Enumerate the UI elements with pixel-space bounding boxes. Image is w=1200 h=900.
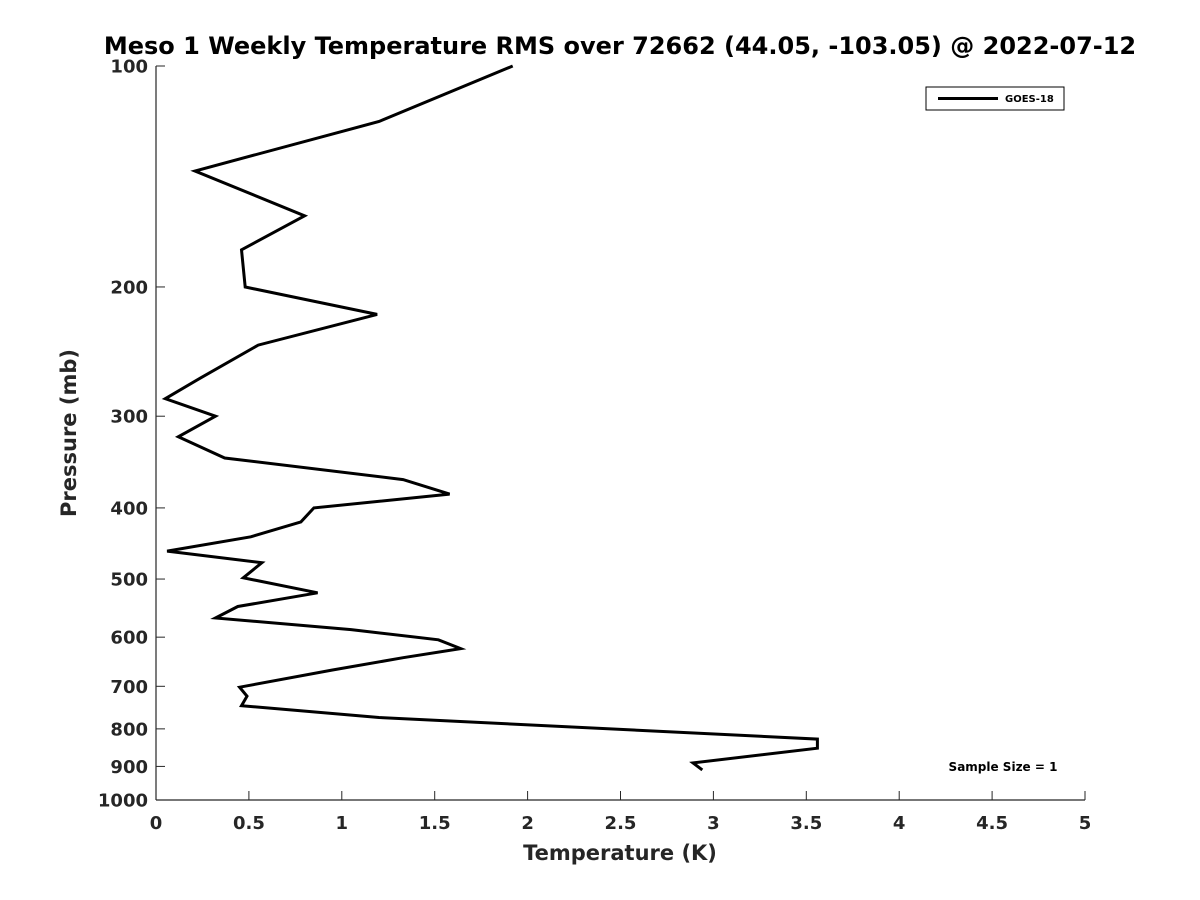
series-layer	[161, 64, 819, 772]
legend-label-goes-18: GOES-18	[1005, 94, 1054, 105]
y-tick-label: 200	[110, 277, 148, 298]
y-axis-ticks: 100 200 300 400 500 600 700 800 900 1000	[98, 57, 165, 812]
x-tick-label: 2.5	[605, 813, 637, 834]
x-tick-label: 5	[1079, 813, 1092, 834]
y-tick-label: 900	[110, 757, 148, 778]
x-tick-label: 1.5	[419, 813, 451, 834]
sample-size-annotation: Sample Size = 1	[949, 760, 1058, 774]
x-tick-label: 2	[521, 813, 534, 834]
x-axis-label: Temperature (K)	[523, 841, 717, 865]
chart-title: Meso 1 Weekly Temperature RMS over 72662…	[104, 32, 1136, 60]
x-tick-label: 3	[707, 813, 720, 834]
axes	[155, 66, 1085, 801]
x-tick-label: 1	[336, 813, 349, 834]
y-tick-label: 300	[110, 407, 148, 428]
y-tick-label: 800	[110, 719, 148, 740]
x-tick-label: 0	[150, 813, 163, 834]
y-tick-label: 1000	[98, 791, 148, 812]
x-tick-label: 3.5	[790, 813, 822, 834]
y-tick-label: 600	[110, 628, 148, 649]
x-tick-label: 4	[893, 813, 906, 834]
y-axis-label: Pressure (mb)	[57, 349, 81, 517]
y-tick-label: 100	[110, 57, 148, 78]
y-tick-label: 400	[110, 498, 148, 519]
y-tick-label: 700	[110, 677, 148, 698]
plot-area	[156, 66, 1085, 800]
x-tick-label: 0.5	[233, 813, 265, 834]
x-axis-ticks: 0 0.5 1 1.5 2 2.5 3 3.5 4 4.5 5	[150, 791, 1092, 834]
series-line-goes-18	[161, 64, 819, 772]
x-tick-label: 4.5	[976, 813, 1008, 834]
y-tick-label: 500	[110, 570, 148, 591]
legend: GOES-18	[925, 86, 1065, 111]
